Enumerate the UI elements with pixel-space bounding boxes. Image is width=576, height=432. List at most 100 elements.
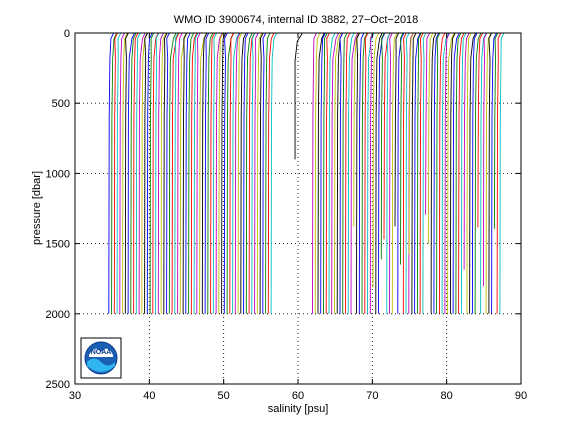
profile-line — [347, 32, 355, 314]
profile-line — [138, 32, 146, 314]
profile-line — [237, 32, 243, 314]
profile-line — [447, 32, 455, 314]
profile-line — [334, 32, 342, 314]
y-tick-label: 1000 — [46, 168, 70, 180]
profile-line — [422, 32, 427, 314]
profile-line — [182, 32, 187, 314]
profile-line — [449, 32, 456, 314]
profile-line — [190, 32, 198, 314]
profile-line — [243, 32, 249, 314]
profile-line — [207, 32, 214, 314]
grid-lines — [75, 33, 521, 384]
profile-line — [127, 32, 136, 314]
profile-line — [259, 32, 264, 314]
profile-line — [240, 32, 247, 314]
y-tick-label: 1500 — [46, 239, 70, 251]
profile-line — [229, 32, 234, 314]
profile-line — [414, 32, 421, 314]
profile-line — [438, 32, 446, 314]
profile-line — [163, 32, 168, 314]
profile-line — [375, 32, 383, 314]
profile-line — [493, 32, 499, 229]
profile-line — [251, 32, 256, 314]
y-tick-label: 500 — [52, 98, 70, 110]
profile-line — [185, 32, 191, 314]
profile-line — [364, 32, 369, 314]
profile-line — [166, 32, 170, 314]
profile-line — [455, 32, 462, 314]
profile-line — [427, 32, 434, 244]
profile-line — [350, 32, 359, 314]
profile-line — [342, 32, 348, 314]
x-tick-label: 30 — [69, 390, 81, 402]
profile-line — [458, 32, 465, 314]
profile-line — [177, 32, 183, 314]
profile-line — [419, 32, 424, 314]
profile-line — [215, 32, 223, 314]
profile-line — [496, 32, 502, 314]
profile-line — [152, 32, 159, 314]
profile-line — [312, 32, 317, 314]
profile-line — [234, 32, 241, 314]
profile-line — [122, 32, 128, 314]
profile-line — [111, 32, 118, 314]
profile-line — [499, 32, 505, 314]
chart-title: WMO ID 3900674, internal ID 3882, 27−Oct… — [174, 14, 419, 26]
profile-line — [452, 32, 460, 314]
profile-line — [210, 32, 216, 314]
profile-line — [212, 32, 218, 314]
x-tick-label: 80 — [441, 390, 453, 402]
profile-line — [325, 32, 330, 314]
profile-line — [408, 32, 415, 255]
profile-line — [232, 32, 240, 314]
profile-line — [149, 32, 155, 314]
y-tick-label: 2000 — [46, 309, 70, 321]
profile-line — [477, 32, 484, 228]
profile-line — [331, 32, 340, 314]
profile-line — [411, 32, 417, 314]
profile-line — [444, 32, 450, 314]
profile-line — [157, 32, 164, 314]
x-tick-label: 50 — [218, 390, 230, 402]
profile-line — [171, 32, 180, 314]
profile-line — [317, 32, 325, 314]
profile-line — [391, 32, 398, 314]
profile-line — [267, 32, 275, 314]
noaa-logo-text: NOAA — [91, 349, 112, 356]
profile-line — [394, 32, 400, 227]
profile-line — [386, 32, 391, 314]
profile-line — [358, 32, 365, 314]
profile-line — [328, 32, 336, 314]
profile-line — [254, 32, 259, 314]
profile-line — [196, 32, 201, 314]
profile-line — [463, 32, 470, 270]
profile-line — [369, 32, 374, 314]
profile-line — [480, 32, 487, 314]
profile-line — [491, 32, 497, 314]
profile-line — [425, 32, 431, 215]
profile-line — [193, 32, 199, 314]
profile-line — [294, 32, 303, 160]
x-tick-label: 90 — [515, 390, 527, 402]
profile-line — [397, 32, 405, 314]
profile-line — [339, 32, 344, 314]
profile-line — [201, 32, 208, 314]
y-axis-label: pressure [dbar] — [31, 171, 43, 245]
profile-line — [416, 32, 422, 314]
profile-line — [188, 32, 195, 314]
profile-line — [466, 32, 472, 314]
profile-line — [256, 32, 263, 314]
profile-line — [353, 32, 360, 227]
profile-line — [245, 32, 253, 314]
profile-line — [144, 32, 148, 314]
profile-line — [474, 32, 482, 314]
profile-line — [168, 32, 177, 314]
noaa-logo: NOAA — [80, 337, 122, 379]
profile-line — [218, 32, 224, 314]
profile-line — [320, 32, 326, 314]
profile-line — [223, 32, 228, 314]
profile-line — [270, 32, 278, 314]
profile-line — [345, 32, 351, 314]
